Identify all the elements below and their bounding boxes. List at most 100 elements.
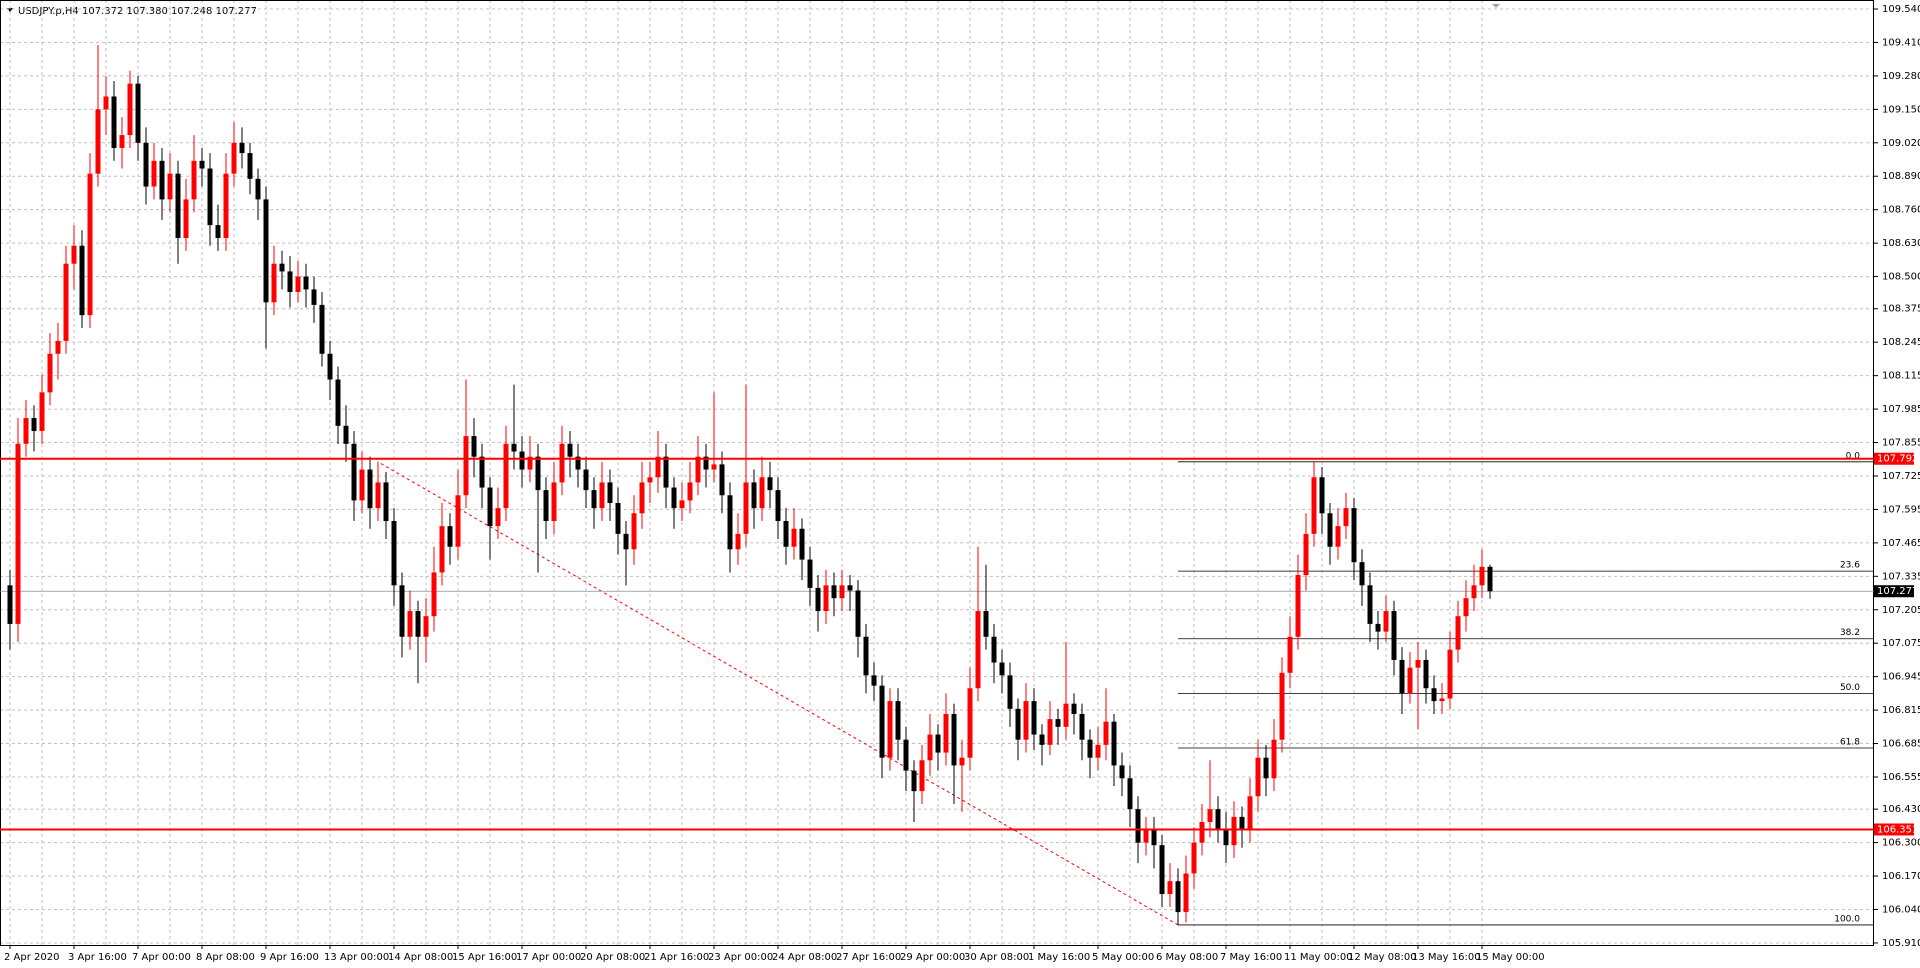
candle-body [1319, 477, 1325, 514]
candle-body [423, 616, 429, 637]
candle-body [95, 109, 101, 174]
candle-body [503, 443, 509, 509]
y-tick-label: 108.245 [1882, 337, 1920, 348]
candle-body [239, 142, 245, 154]
candle-body [743, 482, 749, 534]
x-tick-label: 13 May 16:00 [1412, 952, 1481, 963]
y-tick-label: 107.595 [1882, 504, 1920, 515]
candle-body [391, 520, 397, 586]
candle-body [183, 199, 189, 238]
x-tick-label: 29 Apr 00:00 [900, 952, 965, 963]
candle-body [1215, 809, 1221, 830]
candle-body [895, 701, 901, 740]
candle-body [991, 636, 997, 663]
candle-body [687, 482, 693, 501]
candle-body [1407, 667, 1413, 694]
candle-body [263, 199, 269, 303]
candle-body [247, 153, 253, 179]
candle-body [343, 425, 349, 444]
candle-body [1375, 623, 1381, 632]
y-tick-label: 107.465 [1882, 538, 1920, 549]
candle-body [327, 353, 333, 380]
candle-body [951, 713, 957, 766]
candle-body [287, 271, 293, 293]
candle-body [943, 713, 949, 753]
y-tick-label: 107.335 [1882, 571, 1920, 582]
candle-body [207, 168, 213, 226]
y-tick-label: 108.890 [1882, 171, 1920, 182]
candle-body [759, 477, 765, 509]
candle-body [735, 533, 741, 550]
candle-body [847, 585, 853, 591]
x-tick-label: 15 May 00:00 [1476, 952, 1545, 963]
candle-body [1135, 809, 1141, 843]
candle-body [167, 173, 173, 200]
candle-body [671, 487, 677, 509]
candle-body [831, 585, 837, 599]
candle-body [31, 418, 37, 431]
candle-body [879, 685, 885, 758]
y-tick-label: 106.170 [1882, 871, 1920, 882]
candle-body [487, 487, 493, 527]
candle-body [1391, 611, 1397, 660]
y-tick-label: 108.115 [1882, 371, 1920, 382]
y-tick-label: 107.075 [1882, 638, 1920, 649]
candle-body [103, 96, 109, 110]
candle-body [79, 245, 85, 316]
candle-body [799, 528, 805, 560]
last-price-label: 107.277 [1877, 586, 1918, 597]
candle-body [1207, 809, 1213, 823]
y-tick-label: 106.815 [1882, 705, 1920, 716]
candle-body [1239, 816, 1245, 830]
y-tick-label: 109.280 [1882, 71, 1920, 82]
candle-body [927, 734, 933, 761]
candle-body [935, 734, 941, 753]
candle-body [1399, 659, 1405, 694]
candle-body [1295, 575, 1301, 637]
candle-body [335, 379, 341, 426]
candle-body [359, 469, 365, 501]
candle-body [1223, 829, 1229, 846]
candle-body [303, 276, 309, 290]
candle-body [551, 482, 557, 521]
candle-body [399, 585, 405, 637]
candle-body [663, 456, 669, 488]
x-tick-label: 5 May 00:00 [1092, 952, 1154, 963]
x-tick-label: 20 Apr 08:00 [580, 952, 645, 963]
x-tick-label: 1 May 16:00 [1028, 952, 1090, 963]
candle-body [1095, 744, 1101, 758]
candle-body [655, 456, 661, 478]
candle-body [559, 443, 565, 483]
y-tick-label: 107.985 [1882, 404, 1920, 415]
candle-body [143, 142, 149, 187]
candle-body [727, 495, 733, 550]
candle-body [351, 443, 357, 501]
candle-body [1247, 796, 1253, 830]
candle-body [1335, 526, 1341, 547]
candle-body [135, 83, 141, 143]
candle-body [175, 173, 181, 238]
candle-body [1263, 757, 1269, 779]
fib-label: 0.0 [1846, 451, 1861, 461]
candle-body [1311, 477, 1317, 534]
candle-body [159, 160, 165, 200]
fib-label: 61.8 [1840, 738, 1860, 748]
y-tick-label: 107.725 [1882, 471, 1920, 482]
candle-body [1279, 672, 1285, 740]
x-tick-label: 6 May 08:00 [1156, 952, 1218, 963]
candle-body [1111, 721, 1117, 766]
candle-body [271, 263, 277, 303]
candle-body [415, 611, 421, 637]
candle-body [1143, 829, 1149, 843]
y-tick-label: 106.040 [1882, 904, 1920, 915]
candle-body [1007, 675, 1013, 709]
y-tick-label: 106.300 [1882, 838, 1920, 849]
y-tick-label: 106.430 [1882, 804, 1920, 815]
price-tag [1874, 823, 1914, 836]
candle-body [1455, 616, 1461, 650]
candle-body [703, 456, 709, 470]
x-tick-label: 13 Apr 00:00 [324, 952, 389, 963]
candle-body [55, 340, 61, 354]
candle-body [575, 456, 581, 470]
